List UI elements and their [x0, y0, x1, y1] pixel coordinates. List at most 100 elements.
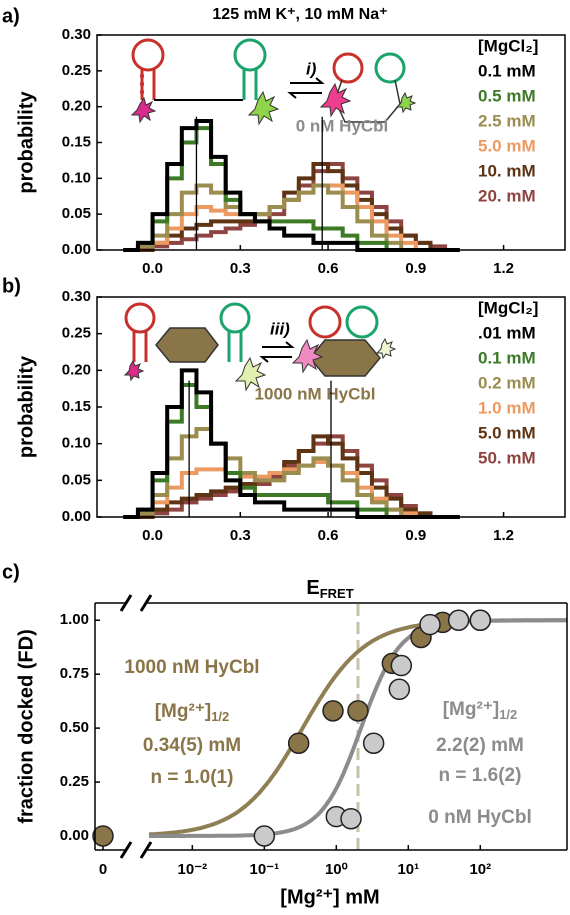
y-axis-title: probability	[15, 91, 37, 194]
x-tick-label: 0.6	[318, 260, 339, 277]
histogram-line	[123, 119, 460, 252]
y-tick-label: 0.05	[62, 205, 91, 222]
legend-entry: 0.1 mM	[478, 61, 536, 80]
y-tick-label: 0.30	[62, 26, 91, 43]
annotation: [Mg²⁺]1/2	[443, 699, 518, 722]
legend-entry: .01 mM	[478, 323, 536, 342]
data-point	[390, 654, 413, 677]
panel-label: b)	[2, 275, 21, 297]
cartoon	[123, 302, 397, 392]
y-tick-label: 0.05	[62, 471, 91, 488]
legend-title: [MgCl₂]	[478, 36, 538, 55]
y-tick-label: 0.00	[62, 241, 91, 258]
legend-entry: 50. mM	[478, 448, 536, 467]
data-point	[388, 678, 411, 701]
x-tick-label: 10⁰	[325, 861, 348, 878]
axis-break	[119, 594, 153, 612]
x-tick-label: 0.0	[142, 527, 163, 544]
axis-break	[119, 841, 153, 859]
annotation: [Mg²⁺]1/2	[155, 701, 230, 724]
annotation: i)	[306, 59, 317, 78]
data-point	[287, 732, 310, 754]
annotation-part: [Mg²⁺]	[155, 701, 211, 722]
data-point	[347, 700, 369, 722]
data-point	[92, 825, 114, 847]
histogram-line	[123, 183, 460, 252]
histogram-line	[123, 434, 460, 519]
annotation: 0.34(5) mM	[143, 735, 241, 756]
data-point	[419, 613, 441, 636]
x-tick-label: 0.0	[142, 260, 163, 277]
annotation-part: 1/2	[211, 709, 229, 724]
legend-title: [MgCl₂]	[478, 298, 538, 317]
x-tick-label: 1.2	[493, 527, 514, 544]
legend-entry: 0.2 mM	[478, 373, 536, 392]
plot-frame	[96, 296, 566, 518]
x-axis-title-part: FRET	[320, 586, 354, 601]
x-tick-label: 0.6	[318, 527, 339, 544]
x-tick-label: 1.2	[493, 260, 514, 277]
y-tick-label: 0.10	[62, 169, 91, 186]
y-tick-label: 0.25	[60, 773, 89, 790]
x-tick-label: 10²	[469, 861, 491, 878]
legend-entry: 10. mM	[478, 161, 536, 180]
annotation: 0 nM HyCbl	[296, 116, 389, 135]
y-tick-label: 1.00	[60, 611, 89, 628]
legend-entry: 0.1 mM	[478, 348, 536, 367]
y-tick-label: 0.15	[62, 398, 91, 415]
x-tick-label: 0.9	[405, 527, 426, 544]
data-point	[253, 825, 276, 847]
y-axis-title: fraction docked (FD)	[15, 629, 37, 823]
y-tick-label: 0.30	[62, 288, 91, 305]
legend-entry: 1.0 mM	[478, 398, 536, 417]
x-tick-label: 0.9	[405, 260, 426, 277]
y-tick-label: 0.25	[62, 62, 91, 79]
legend-entry: 5.0 mM	[478, 136, 536, 155]
annotation: 1000 nM HyCbl	[255, 384, 376, 403]
x-tick-label: 10⁻²	[178, 861, 208, 878]
annotation: iii)	[270, 319, 290, 338]
x-axis-title-part: E	[306, 577, 319, 599]
figure-title: 125 mM K⁺, 10 mM Na⁺	[212, 6, 387, 23]
cartoon	[130, 38, 417, 126]
x-axis-title: [Mg²⁺] mM	[280, 886, 379, 908]
y-tick-label: 0.25	[62, 325, 91, 342]
histogram-line	[123, 383, 460, 519]
fit-curve	[149, 618, 567, 838]
data-point	[447, 609, 470, 632]
x-tick-label: 0	[99, 861, 107, 878]
annotation: 2.2(2) mM	[436, 735, 524, 756]
x-tick-label: 0.3	[230, 527, 251, 544]
panel-label: c)	[2, 561, 20, 583]
panel-label: a)	[2, 5, 20, 27]
y-tick-label: 0.50	[60, 719, 89, 736]
plot-frame	[96, 34, 566, 251]
histogram-line	[123, 434, 460, 519]
data-point	[340, 807, 362, 830]
y-tick-label: 0.00	[62, 508, 91, 525]
data-point	[469, 609, 492, 632]
annotation: 0 nM HyCbl	[428, 807, 531, 828]
histogram-line	[123, 183, 460, 252]
legend-entry: 20. mM	[478, 186, 536, 205]
x-axis-title: EFRET	[306, 577, 353, 601]
annotation: n = 1.6(2)	[439, 765, 522, 786]
y-tick-label: 0.20	[62, 98, 91, 115]
y-tick-label: 0.00	[60, 827, 89, 844]
data-point	[322, 700, 344, 722]
annotation: n = 1.0(1)	[151, 767, 234, 788]
histogram-line	[123, 427, 460, 519]
data-point	[362, 732, 385, 754]
y-tick-label: 0.20	[62, 361, 91, 378]
x-tick-label: 10⁻¹	[250, 861, 280, 878]
annotation: 1000 nM HyCbl	[124, 657, 259, 678]
y-tick-label: 0.15	[62, 133, 91, 150]
y-tick-label: 0.75	[60, 665, 89, 682]
legend-entry: 2.5 mM	[478, 111, 536, 130]
annotation-part: [Mg²⁺]	[443, 699, 499, 720]
histogram-line	[123, 126, 460, 252]
annotation-part: 1/2	[499, 707, 517, 722]
y-tick-label: 0.10	[62, 435, 91, 452]
